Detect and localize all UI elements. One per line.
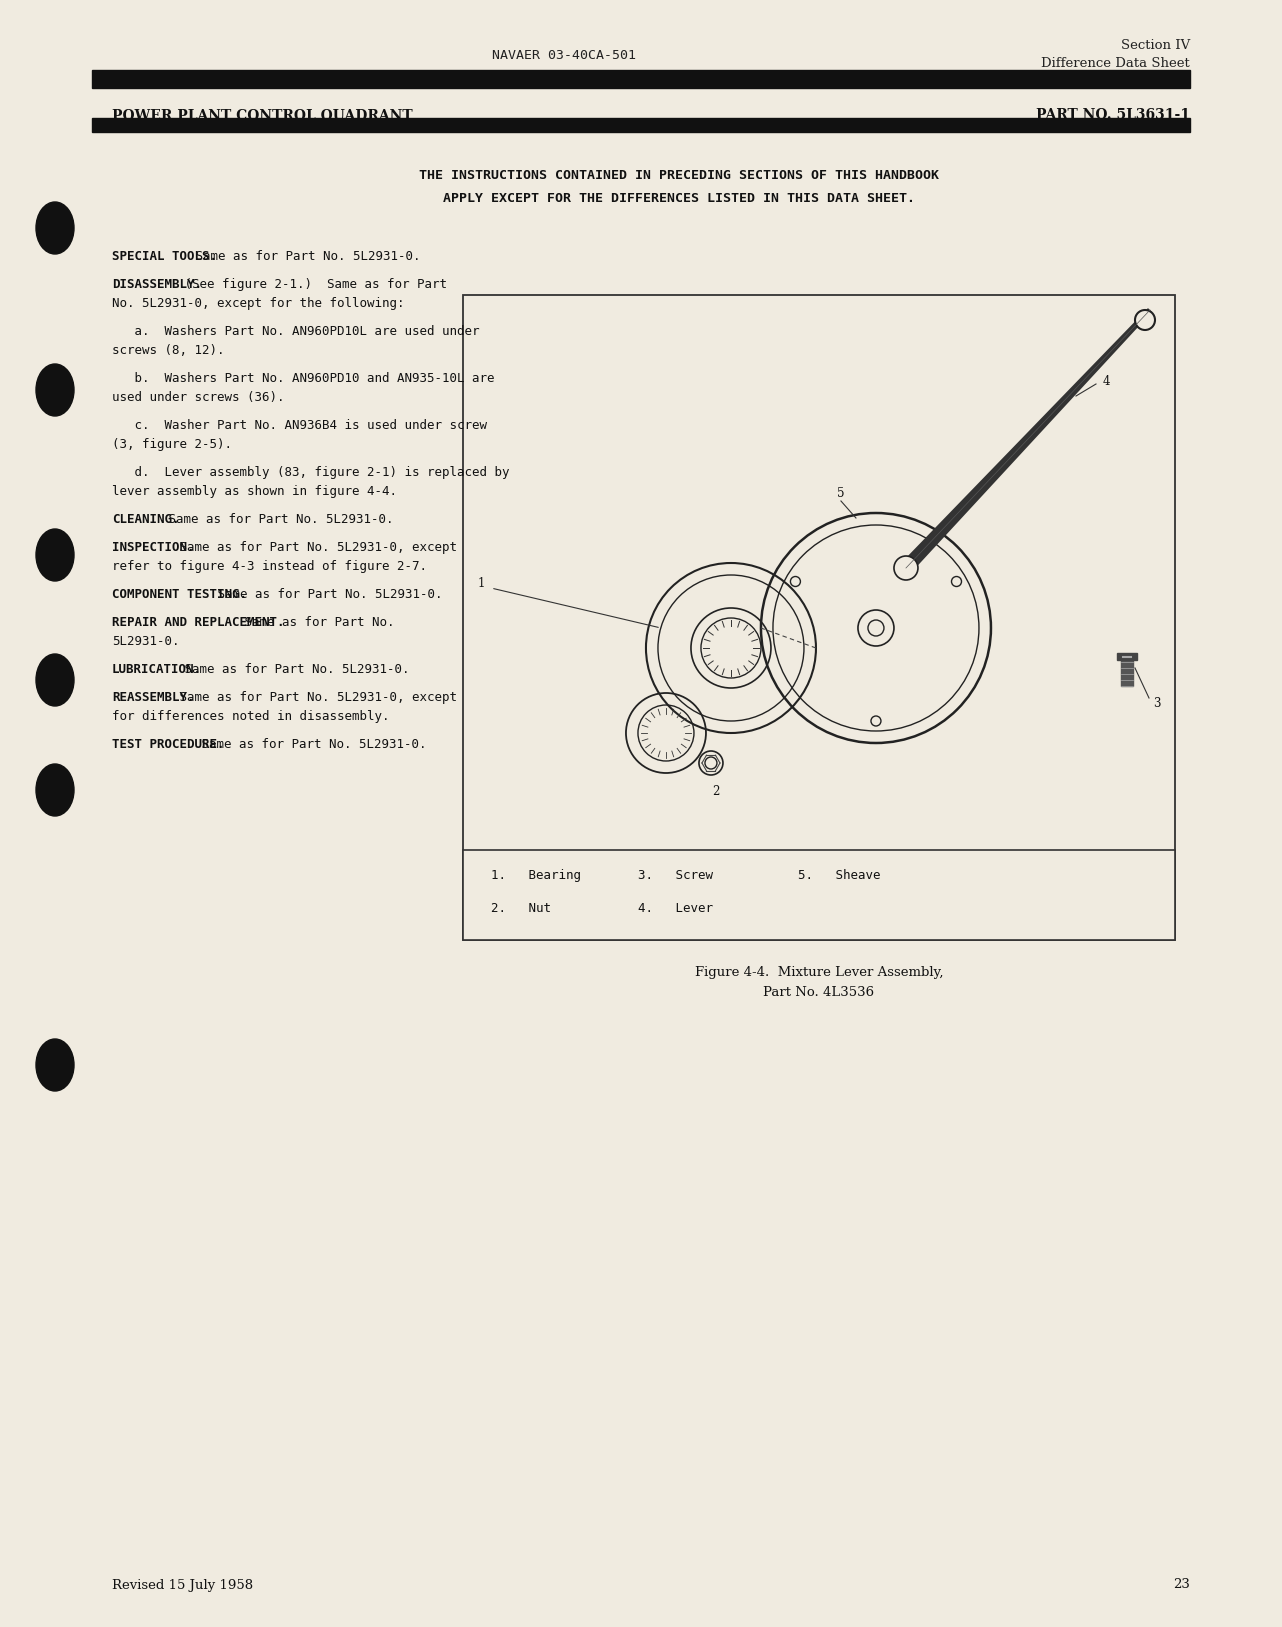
- Text: Same as for Part No. 5L2931-0.: Same as for Part No. 5L2931-0.: [210, 587, 442, 600]
- Text: Same as for Part No. 5L2931-0.: Same as for Part No. 5L2931-0.: [177, 662, 410, 675]
- Text: c.  Washer Part No. AN936B4 is used under screw: c. Washer Part No. AN936B4 is used under…: [112, 420, 487, 433]
- Text: REASSEMBLY.: REASSEMBLY.: [112, 691, 195, 704]
- Bar: [463, 849, 1176, 940]
- Text: 2: 2: [713, 784, 719, 797]
- Text: 5: 5: [837, 486, 845, 499]
- Text: POWER PLANT CONTROL QUADRANT: POWER PLANT CONTROL QUADRANT: [112, 107, 413, 122]
- Text: Section IV: Section IV: [1120, 39, 1190, 52]
- Text: DISASSEMBLY.: DISASSEMBLY.: [112, 278, 203, 291]
- Ellipse shape: [36, 202, 74, 254]
- Ellipse shape: [36, 1040, 74, 1092]
- Text: LUBRICATION.: LUBRICATION.: [112, 662, 203, 675]
- Text: (See figure 2-1.)  Same as for Part: (See figure 2-1.) Same as for Part: [177, 278, 447, 291]
- Text: Difference Data Sheet: Difference Data Sheet: [1041, 57, 1190, 70]
- Text: 3.   Screw: 3. Screw: [638, 869, 713, 882]
- Text: 1: 1: [477, 576, 485, 589]
- Text: d.  Lever assembly (83, figure 2-1) is replaced by: d. Lever assembly (83, figure 2-1) is re…: [112, 465, 509, 478]
- Text: Same as for Part No. 5L2931-0.: Same as for Part No. 5L2931-0.: [188, 251, 420, 264]
- Text: REPAIR AND REPLACEMENT.: REPAIR AND REPLACEMENT.: [112, 617, 285, 630]
- Text: 2.   Nut: 2. Nut: [491, 901, 551, 914]
- Text: 5.   Sheave: 5. Sheave: [797, 869, 881, 882]
- Text: CLEANING.: CLEANING.: [112, 513, 179, 526]
- Text: Same as for Part No. 5L2931-0.: Same as for Part No. 5L2931-0.: [162, 513, 394, 526]
- Text: Same as for Part No. 5L2931-0, except: Same as for Part No. 5L2931-0, except: [172, 691, 456, 704]
- Bar: [92, 70, 1190, 88]
- Ellipse shape: [36, 654, 74, 706]
- Text: Same as for Part No.: Same as for Part No.: [237, 617, 395, 630]
- Text: INSPECTION.: INSPECTION.: [112, 542, 195, 555]
- Text: b.  Washers Part No. AN960PD10 and AN935-10L are: b. Washers Part No. AN960PD10 and AN935-…: [112, 373, 495, 386]
- Text: COMPONENT TESTING.: COMPONENT TESTING.: [112, 587, 247, 600]
- Text: for differences noted in disassembly.: for differences noted in disassembly.: [112, 709, 390, 722]
- Text: PART NO. 5L3631-1: PART NO. 5L3631-1: [1036, 107, 1190, 122]
- Circle shape: [894, 556, 918, 579]
- Text: Figure 4-4.  Mixture Lever Assembly,: Figure 4-4. Mixture Lever Assembly,: [695, 965, 944, 978]
- Bar: [1120, 657, 1133, 687]
- Text: Same as for Part No. 5L2931-0.: Same as for Part No. 5L2931-0.: [194, 739, 426, 752]
- Bar: [1117, 652, 1137, 661]
- Text: 4: 4: [1103, 374, 1110, 387]
- Text: screws (8, 12).: screws (8, 12).: [112, 343, 224, 356]
- Text: used under screws (36).: used under screws (36).: [112, 390, 285, 403]
- Text: 4.   Lever: 4. Lever: [638, 901, 713, 914]
- Text: (3, figure 2-5).: (3, figure 2-5).: [112, 438, 232, 451]
- Bar: [463, 294, 1176, 940]
- Text: Revised 15 July 1958: Revised 15 July 1958: [112, 1578, 253, 1591]
- Polygon shape: [901, 308, 1153, 573]
- Ellipse shape: [36, 765, 74, 817]
- Text: 23: 23: [1173, 1578, 1190, 1591]
- Text: SPECIAL TOOLS.: SPECIAL TOOLS.: [112, 251, 217, 264]
- Text: a.  Washers Part No. AN960PD10L are used under: a. Washers Part No. AN960PD10L are used …: [112, 325, 479, 338]
- Text: No. 5L2931-0, except for the following:: No. 5L2931-0, except for the following:: [112, 298, 405, 311]
- Text: APPLY EXCEPT FOR THE DIFFERENCES LISTED IN THIS DATA SHEET.: APPLY EXCEPT FOR THE DIFFERENCES LISTED …: [444, 192, 915, 205]
- Bar: [92, 119, 1190, 132]
- Text: 1.   Bearing: 1. Bearing: [491, 869, 581, 882]
- Circle shape: [1135, 311, 1155, 330]
- Ellipse shape: [36, 529, 74, 581]
- Text: THE INSTRUCTIONS CONTAINED IN PRECEDING SECTIONS OF THIS HANDBOOK: THE INSTRUCTIONS CONTAINED IN PRECEDING …: [419, 169, 940, 182]
- Text: Same as for Part No. 5L2931-0, except: Same as for Part No. 5L2931-0, except: [172, 542, 456, 555]
- Text: lever assembly as shown in figure 4-4.: lever assembly as shown in figure 4-4.: [112, 485, 397, 498]
- Text: 5L2931-0.: 5L2931-0.: [112, 635, 179, 648]
- Text: Part No. 4L3536: Part No. 4L3536: [764, 986, 874, 999]
- Ellipse shape: [36, 364, 74, 417]
- Text: 3: 3: [1154, 696, 1160, 709]
- Text: refer to figure 4-3 instead of figure 2-7.: refer to figure 4-3 instead of figure 2-…: [112, 560, 427, 573]
- Text: TEST PROCEDURE.: TEST PROCEDURE.: [112, 739, 224, 752]
- Text: NAVAER 03-40CA-501: NAVAER 03-40CA-501: [492, 49, 636, 62]
